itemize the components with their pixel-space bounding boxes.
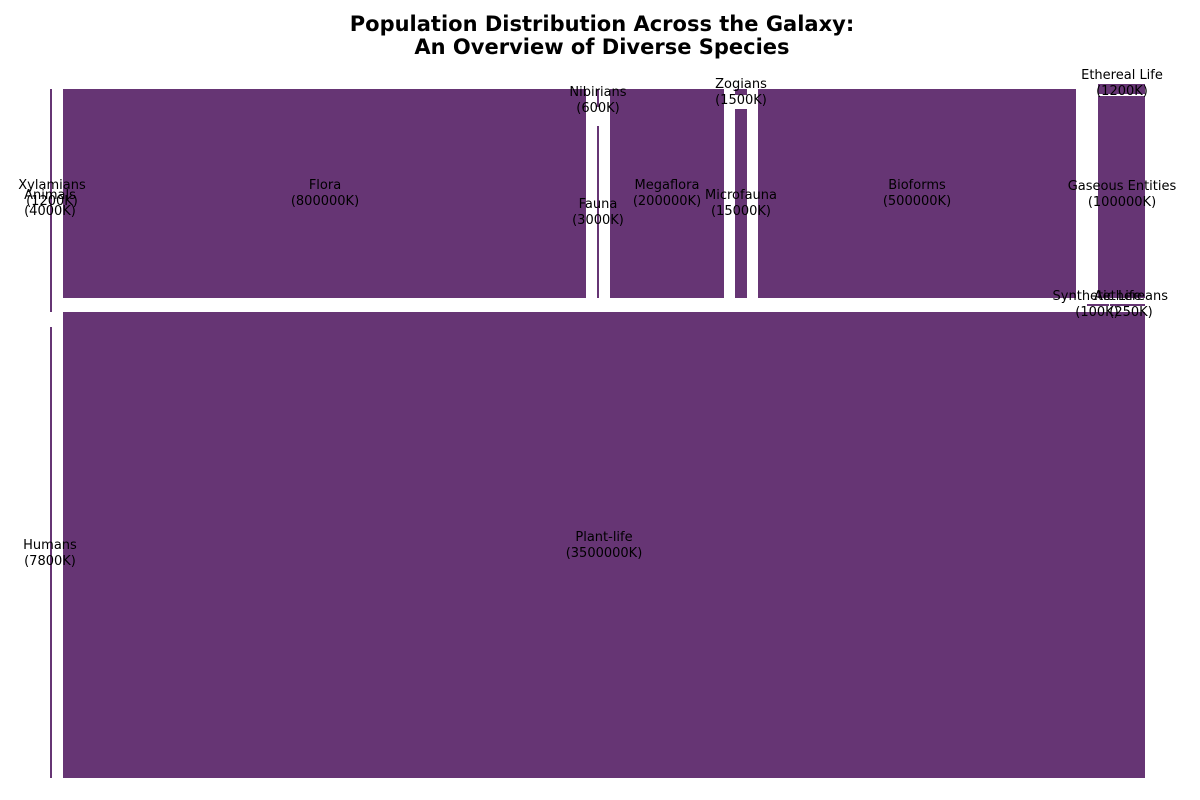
treemap-label-name: Xylamians [18, 178, 86, 193]
treemap-label-gaseous-entities: Gaseous Entities (100000K) [1068, 179, 1177, 210]
treemap-label-name: Nibirians [569, 85, 626, 100]
treemap-label-xylamians: Xylamians (1200K) [18, 178, 86, 209]
treemap-label-megaflora: Megaflora (200000K) [633, 178, 701, 209]
treemap-label-name: Bioforms [888, 178, 946, 193]
treemap-label-name: Gaseous Entities [1068, 179, 1177, 194]
treemap-label-plant-life: Plant-life (3500000K) [566, 530, 643, 561]
treemap-label-value: (3500000K) [566, 546, 643, 561]
treemap-cell-ethereal-life [1098, 84, 1145, 94]
treemap-label-value: (4000K) [24, 204, 76, 219]
treemap-label-value: (500000K) [883, 194, 951, 209]
chart-title-line-2: An Overview of Diverse Species [414, 35, 789, 59]
treemap-label-ethereal-life: Ethereal Life (1200K) [1081, 68, 1163, 99]
treemap-label-animals: Animals (4000K) [24, 188, 76, 219]
treemap-label-value: (15000K) [711, 204, 771, 219]
treemap-cell-nibirians [597, 89, 599, 107]
treemap-label-value: (100K) [1075, 305, 1118, 320]
treemap-labels: Xylamians (1200K)Animals (4000K)Flora (8000… [18, 68, 1176, 569]
treemap-cell-bioforms [758, 89, 1076, 298]
treemap-label-value: (1200K) [26, 194, 78, 209]
treemap-label-name: Ethereal Life [1081, 68, 1163, 83]
treemap-label-name: Plant-life [575, 530, 632, 545]
treemap-label-value: (1200K) [1096, 84, 1148, 99]
treemap-label-value: (100000K) [1088, 195, 1156, 210]
treemap-label-flora: Flora (800000K) [291, 178, 359, 209]
treemap-label-name: Aethereans [1094, 289, 1168, 304]
treemap-cell-flora [63, 89, 586, 298]
treemap-label-value: (800000K) [291, 194, 359, 209]
treemap-label-value: (200000K) [633, 194, 701, 209]
treemap-label-bioforms: Bioforms (500000K) [883, 178, 951, 209]
treemap-cell-synthetic-life [1087, 304, 1109, 306]
treemap-cell-aethereans [1110, 304, 1145, 306]
treemap-label-name: Animals [24, 188, 76, 203]
treemap-label-nibirians: Nibirians (600K) [569, 85, 626, 116]
treemap-cell-microfauna [735, 109, 747, 298]
treemap-label-humans: Humans (7800K) [23, 538, 77, 569]
treemap-label-value: (3000K) [572, 213, 624, 228]
treemap-label-name: Zogians [715, 77, 767, 92]
treemap-cell-gaseous-entities [1098, 96, 1145, 298]
treemap-cell-humans [50, 327, 52, 778]
treemap-cell-animals [50, 89, 52, 312]
chart-title-line-1: Population Distribution Across the Galax… [350, 12, 854, 36]
treemap-cell-zogians [735, 89, 747, 95]
treemap-label-value: (250K) [1109, 305, 1152, 320]
treemap-cells [50, 84, 1145, 778]
treemap-cell-megaflora [610, 89, 724, 298]
treemap-label-aethereans: Aethereans (250K) [1094, 289, 1168, 320]
treemap-label-name: Humans [23, 538, 77, 553]
treemap-label-value: (1500K) [715, 93, 767, 108]
treemap-label-name: Fauna [579, 197, 618, 212]
treemap-label-name: Synthetic Life [1053, 289, 1142, 304]
treemap-label-name: Microfauna [705, 188, 777, 203]
treemap-label-zogians: Zogians (1500K) [715, 77, 767, 108]
treemap-label-fauna: Fauna (3000K) [572, 197, 624, 228]
treemap-label-name: Flora [309, 178, 341, 193]
treemap-label-value: (7800K) [24, 554, 76, 569]
treemap-label-value: (600K) [576, 101, 619, 116]
treemap-cell-plant-life [63, 312, 1145, 778]
treemap-label-name: Megaflora [635, 178, 700, 193]
treemap-label-microfauna: Microfauna (15000K) [705, 188, 777, 219]
treemap-label-synthetic-life: Synthetic Life (100K) [1053, 289, 1142, 320]
treemap-cell-fauna [597, 126, 599, 298]
